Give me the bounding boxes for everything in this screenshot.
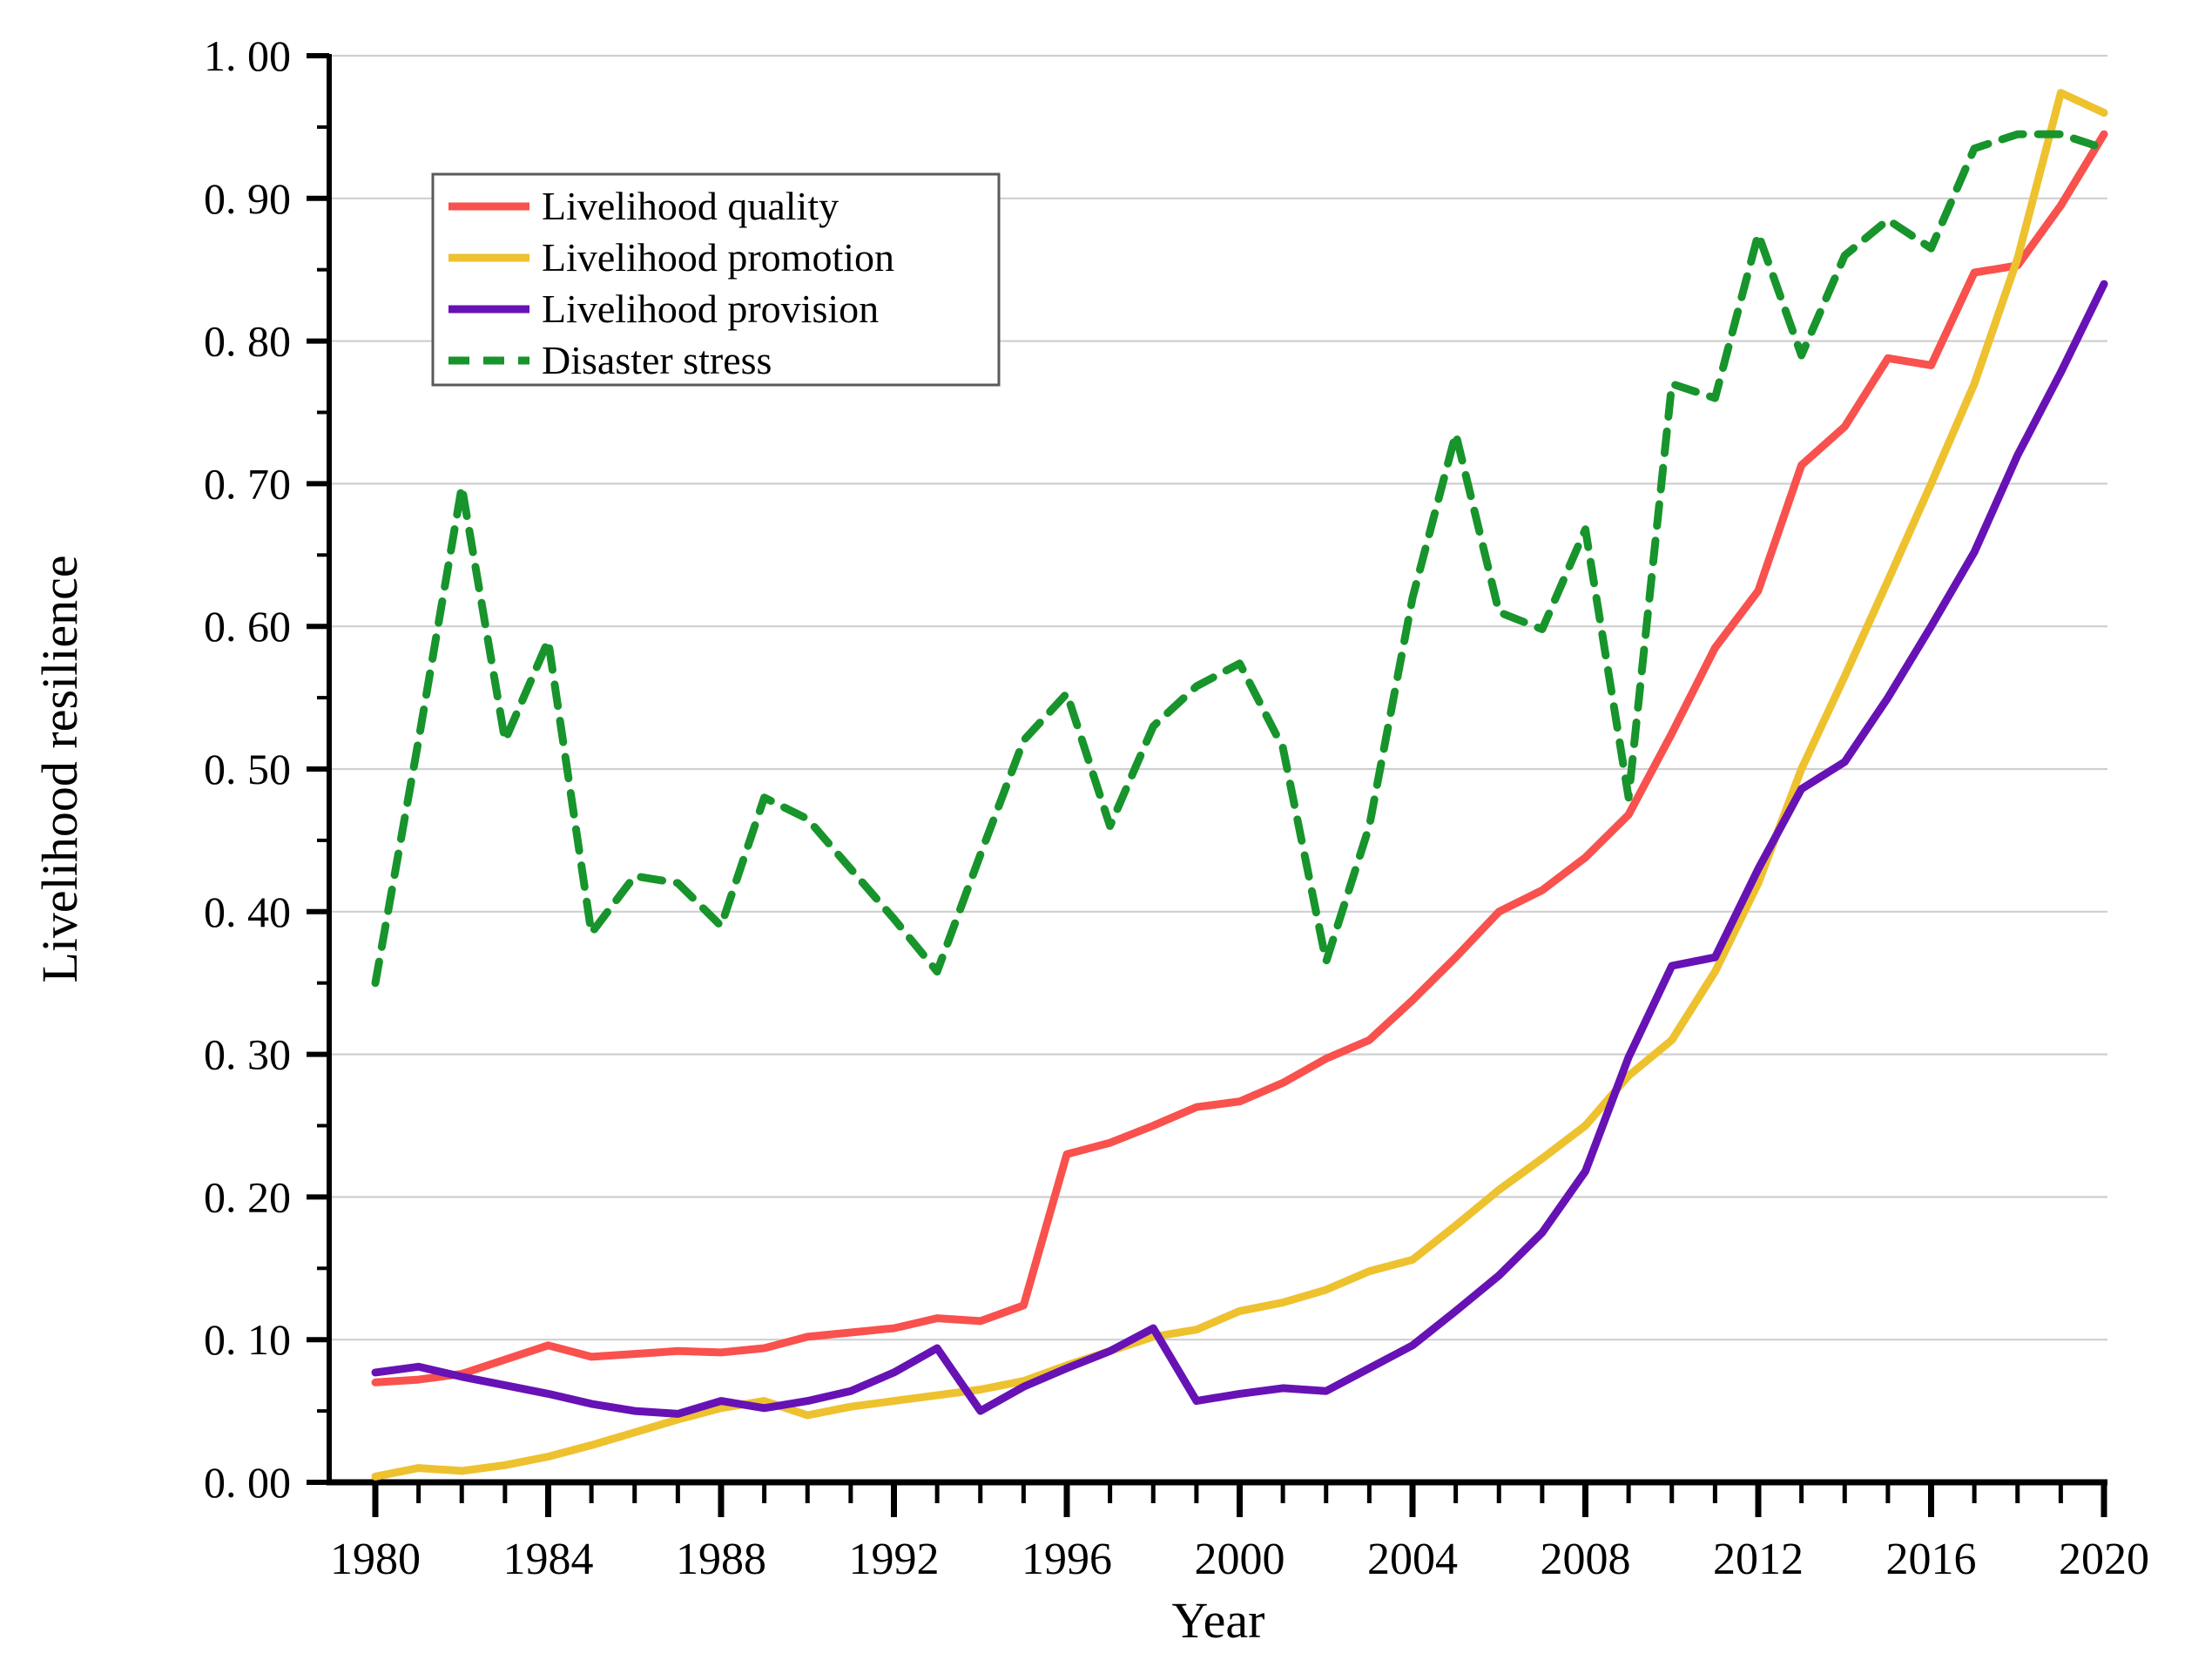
x-tick-label-2000: 2000 [1195, 1535, 1285, 1584]
x-tick-label-2020: 2020 [2059, 1535, 2149, 1584]
legend-item-disaster-stress: Disaster stress [448, 338, 772, 382]
y-tick-label-0.6: 0. 60 [204, 602, 291, 651]
x-tick-label-2012: 2012 [1713, 1535, 1804, 1584]
y-tick-label-0.1: 0. 10 [204, 1315, 291, 1364]
legend-label-quality: Livelihood quality [542, 184, 839, 228]
series-line-livelihood-provision [371, 280, 2108, 1418]
y-tick-label-0.8: 0. 80 [204, 317, 291, 366]
y-tick-label-0: 0. 00 [204, 1458, 291, 1507]
y-tick-label-0.4: 0. 40 [204, 887, 291, 936]
legend-label-provision: Livelihood provision [542, 287, 879, 331]
legend-label-promotion: Livelihood promotion [542, 235, 894, 280]
y-tick-label-0.2: 0. 20 [204, 1172, 291, 1221]
legend: Livelihood quality Livelihood promotion … [431, 172, 1001, 387]
x-tick-label-1996: 1996 [1022, 1535, 1112, 1584]
series-line-livelihood-quality [371, 130, 2108, 1387]
y-tick-label-0.7: 0. 70 [204, 459, 291, 508]
axis-ticks [307, 53, 2107, 1517]
x-axis-title: Year [1172, 1592, 1265, 1649]
tick-labels: 0. 00 0. 10 0. 20 0. 30 0. 40 0. 50 0. 60 0. 70… [204, 31, 2149, 1584]
y-tick-label-1: 1. 00 [204, 31, 291, 80]
x-tick-label-1992: 1992 [849, 1535, 940, 1584]
series-line-livelihood-promotion [371, 89, 2108, 1481]
x-tick-label-1980: 1980 [330, 1535, 421, 1584]
data-series [371, 89, 2108, 1481]
legend-item-livelihood-promotion: Livelihood promotion [448, 235, 894, 280]
y-axis-title: Livelihood resilience [31, 555, 88, 982]
y-tick-label-0.9: 0. 90 [204, 174, 291, 223]
x-tick-label-2004: 2004 [1367, 1535, 1458, 1584]
legend-item-livelihood-provision: Livelihood provision [448, 287, 879, 331]
legend-item-livelihood-quality: Livelihood quality [448, 184, 839, 228]
legend-label-stress: Disaster stress [542, 338, 772, 382]
x-tick-label-1988: 1988 [676, 1535, 766, 1584]
x-tick-label-1984: 1984 [503, 1535, 594, 1584]
x-tick-label-2008: 2008 [1541, 1535, 1631, 1584]
x-tick-label-2016: 2016 [1886, 1535, 1977, 1584]
y-tick-label-0.3: 0. 30 [204, 1030, 291, 1079]
series-line-disaster-stress [371, 130, 2108, 988]
y-tick-label-0.5: 0. 50 [204, 745, 291, 793]
